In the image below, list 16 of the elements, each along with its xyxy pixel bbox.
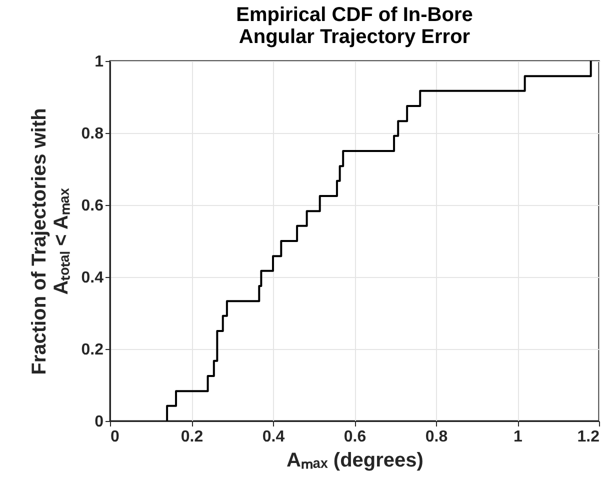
y-tick-label: 0.6 [81, 198, 104, 214]
y-axis-title: Fraction of Trajectories with Aₜₒₜₐₗ < Aₘₐₓ [28, 108, 72, 375]
x-tick-label: 0.2 [180, 428, 204, 446]
y-tick-label: 0.8 [81, 126, 104, 142]
y-tick-label: 0.2 [81, 342, 104, 358]
chart-title: Empirical CDF of In-Bore Angular Trajectory Error [236, 4, 473, 48]
x-tick-label: 1 [514, 428, 523, 446]
x-tick-label: 0.6 [344, 428, 366, 446]
x-tick-label: 1.2 [577, 428, 600, 446]
x-axis-title: Aₘₐₓ (degrees) [286, 450, 424, 472]
y-tick-label: 1 [94, 54, 104, 70]
x-tick-label: 0 [110, 428, 120, 446]
y-tick-label: 0.4 [81, 270, 104, 286]
x-tick-label: 0.8 [425, 428, 448, 446]
x-tick-label: 0.4 [262, 428, 285, 446]
y-tick-label: 0 [94, 414, 104, 430]
